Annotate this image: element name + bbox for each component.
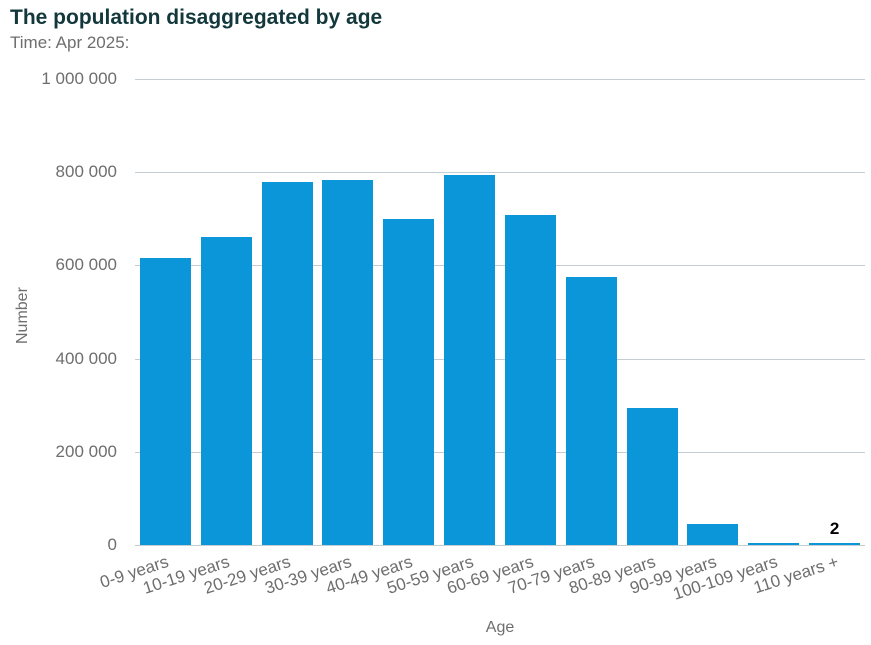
y-axis-tick-labels: 0 200 000 400 000 600 000 800 000 1 000 000 bbox=[0, 70, 117, 554]
gridline bbox=[135, 265, 865, 267]
bar-30-39-years[interactable] bbox=[322, 179, 374, 545]
chart-subtitle: Time: Apr 2025: bbox=[10, 33, 130, 52]
y-tick-label: 600 000 bbox=[55, 255, 117, 275]
y-tick-label: 1 000 000 bbox=[41, 69, 117, 88]
x-axis-tick-labels: 0-9 years 10-19 years 20-29 years 30-39 yea… bbox=[98, 552, 865, 612]
gridline bbox=[135, 172, 865, 174]
gridline bbox=[135, 358, 865, 360]
bar-20-29-years[interactable] bbox=[261, 182, 313, 545]
bar-0-9-years[interactable] bbox=[139, 258, 191, 545]
y-tick-label: 0 bbox=[107, 535, 117, 554]
chart-title: The population disaggregated by age bbox=[10, 6, 383, 29]
y-tick-label: 800 000 bbox=[55, 162, 117, 182]
bar-100-109-years[interactable] bbox=[748, 542, 800, 545]
bar-data-label: 2 bbox=[829, 519, 840, 538]
bar-50-59-years[interactable] bbox=[444, 174, 496, 545]
bar-90-99-years[interactable] bbox=[687, 523, 739, 545]
bar-40-49-years[interactable] bbox=[383, 218, 435, 545]
bar-80-89-years[interactable] bbox=[626, 408, 678, 545]
bar-60-69-years[interactable] bbox=[504, 215, 556, 545]
bar-10-19-years[interactable] bbox=[200, 237, 252, 545]
gridline bbox=[135, 545, 865, 546]
gridline bbox=[135, 451, 865, 453]
bar-70-79-years[interactable] bbox=[565, 276, 617, 545]
plot-area: 2 bbox=[135, 79, 865, 546]
bar-110-years[interactable] bbox=[809, 543, 861, 545]
gridline bbox=[135, 79, 865, 80]
x-axis-title: Age bbox=[485, 619, 515, 636]
y-tick-label: 200 000 bbox=[55, 441, 117, 461]
y-tick-label: 400 000 bbox=[55, 348, 117, 368]
